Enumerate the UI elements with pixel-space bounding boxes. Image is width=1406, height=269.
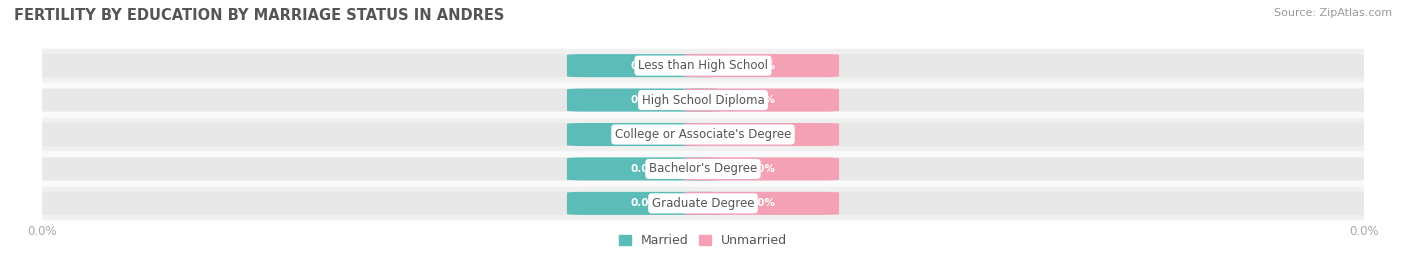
FancyBboxPatch shape bbox=[683, 123, 839, 146]
Text: 0.0%: 0.0% bbox=[747, 198, 776, 208]
FancyBboxPatch shape bbox=[683, 89, 839, 112]
Text: 0.0%: 0.0% bbox=[630, 95, 659, 105]
FancyBboxPatch shape bbox=[683, 157, 839, 180]
FancyBboxPatch shape bbox=[683, 89, 1384, 112]
Legend: Married, Unmarried: Married, Unmarried bbox=[613, 229, 793, 252]
FancyBboxPatch shape bbox=[22, 192, 723, 215]
FancyBboxPatch shape bbox=[567, 157, 723, 180]
Text: 0.0%: 0.0% bbox=[630, 61, 659, 71]
FancyBboxPatch shape bbox=[567, 54, 723, 77]
FancyBboxPatch shape bbox=[27, 152, 1379, 186]
Text: 0.0%: 0.0% bbox=[630, 164, 659, 174]
FancyBboxPatch shape bbox=[683, 192, 839, 215]
Text: Source: ZipAtlas.com: Source: ZipAtlas.com bbox=[1274, 8, 1392, 18]
Text: Graduate Degree: Graduate Degree bbox=[652, 197, 754, 210]
Text: 0.0%: 0.0% bbox=[630, 129, 659, 140]
Text: Bachelor's Degree: Bachelor's Degree bbox=[650, 162, 756, 175]
Text: FERTILITY BY EDUCATION BY MARRIAGE STATUS IN ANDRES: FERTILITY BY EDUCATION BY MARRIAGE STATU… bbox=[14, 8, 505, 23]
Text: 0.0%: 0.0% bbox=[747, 129, 776, 140]
FancyBboxPatch shape bbox=[22, 54, 723, 77]
FancyBboxPatch shape bbox=[27, 118, 1379, 151]
FancyBboxPatch shape bbox=[567, 89, 723, 112]
FancyBboxPatch shape bbox=[683, 54, 839, 77]
FancyBboxPatch shape bbox=[567, 123, 723, 146]
Text: 0.0%: 0.0% bbox=[630, 198, 659, 208]
FancyBboxPatch shape bbox=[683, 123, 1384, 146]
FancyBboxPatch shape bbox=[683, 54, 1384, 77]
FancyBboxPatch shape bbox=[27, 49, 1379, 83]
FancyBboxPatch shape bbox=[683, 192, 1384, 215]
FancyBboxPatch shape bbox=[22, 157, 723, 180]
FancyBboxPatch shape bbox=[22, 123, 723, 146]
FancyBboxPatch shape bbox=[22, 89, 723, 112]
Text: College or Associate's Degree: College or Associate's Degree bbox=[614, 128, 792, 141]
Text: 0.0%: 0.0% bbox=[747, 164, 776, 174]
Text: Less than High School: Less than High School bbox=[638, 59, 768, 72]
FancyBboxPatch shape bbox=[683, 157, 1384, 180]
Text: 0.0%: 0.0% bbox=[747, 61, 776, 71]
Text: High School Diploma: High School Diploma bbox=[641, 94, 765, 107]
Text: 0.0%: 0.0% bbox=[747, 95, 776, 105]
FancyBboxPatch shape bbox=[27, 186, 1379, 220]
FancyBboxPatch shape bbox=[27, 83, 1379, 117]
FancyBboxPatch shape bbox=[567, 192, 723, 215]
